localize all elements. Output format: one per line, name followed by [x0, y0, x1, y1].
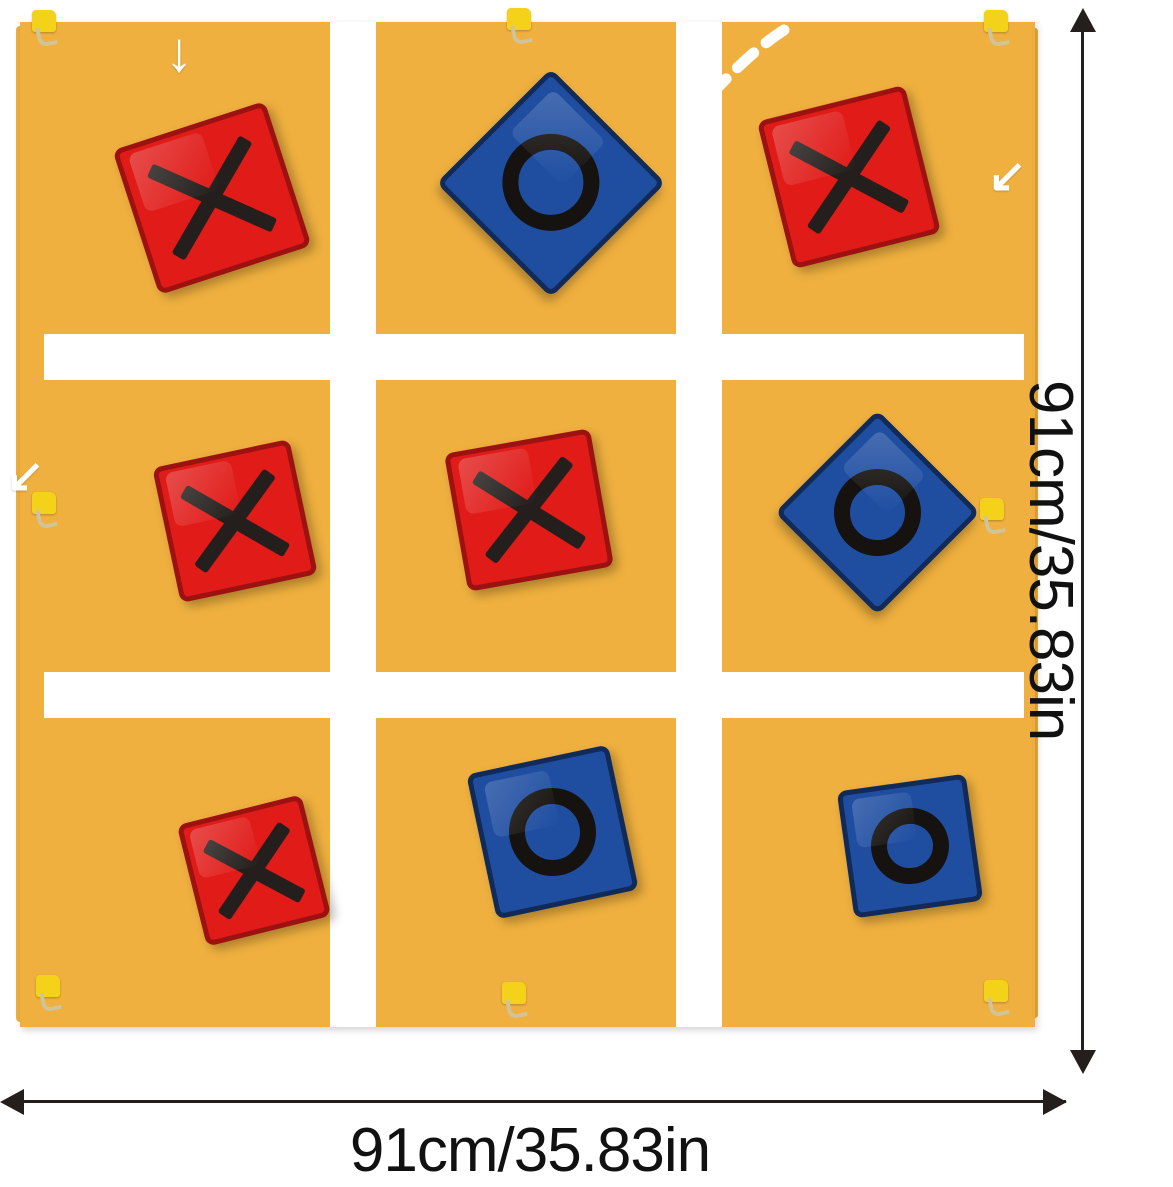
bean-bag-r3c2-o[interactable] [466, 744, 639, 920]
grommet-clip-bottom-left [34, 975, 62, 1013]
dimension-arrowhead-left [0, 1089, 24, 1115]
dimension-line-horizontal [6, 1100, 1066, 1103]
grommet-clip-top-right [982, 10, 1010, 48]
dimension-arrowhead-up [1070, 8, 1096, 32]
grid-line-horizontal-2 [44, 672, 1024, 718]
arrow-left-edge-icon: ↙ [6, 449, 45, 501]
bean-bag-r2c2-x[interactable] [443, 428, 615, 592]
dimension-arrowhead-down [1070, 1050, 1096, 1074]
x-icon [175, 462, 294, 580]
dimension-line-vertical [1081, 14, 1084, 1062]
grommet-clip-top-center [505, 8, 533, 46]
o-icon [834, 469, 921, 556]
grid-line-vertical-1 [330, 22, 376, 1027]
arrow-right-edge-icon: ↙ [988, 149, 1027, 201]
dimension-label-width: 91cm/35.83in [349, 1116, 711, 1185]
grid-line-horizontal-1 [44, 334, 1024, 380]
grommet-clip-top-left [30, 10, 58, 48]
x-icon [140, 128, 283, 268]
dashed-arrow-icon [682, 24, 790, 122]
x-icon [783, 111, 916, 244]
arrow-top-left-icon: ↓ [165, 20, 193, 83]
grommet-clip-bottom-center [500, 982, 528, 1020]
x-icon [198, 816, 309, 926]
grid-line-vertical-2 [676, 22, 722, 1027]
x-icon [468, 451, 590, 569]
dimension-label-height: 91cm/35.83in [1016, 380, 1085, 741]
o-icon [866, 802, 954, 890]
grommet-clip-right-middle [978, 498, 1006, 536]
grommet-clip-bottom-right [982, 980, 1010, 1018]
grommet-clip-left-middle [30, 492, 58, 530]
bean-bag-r2c1-x[interactable] [152, 438, 318, 604]
o-icon [500, 779, 605, 885]
dimension-arrowhead-right [1043, 1089, 1067, 1115]
bean-bag-r3c3-o[interactable] [836, 773, 984, 919]
